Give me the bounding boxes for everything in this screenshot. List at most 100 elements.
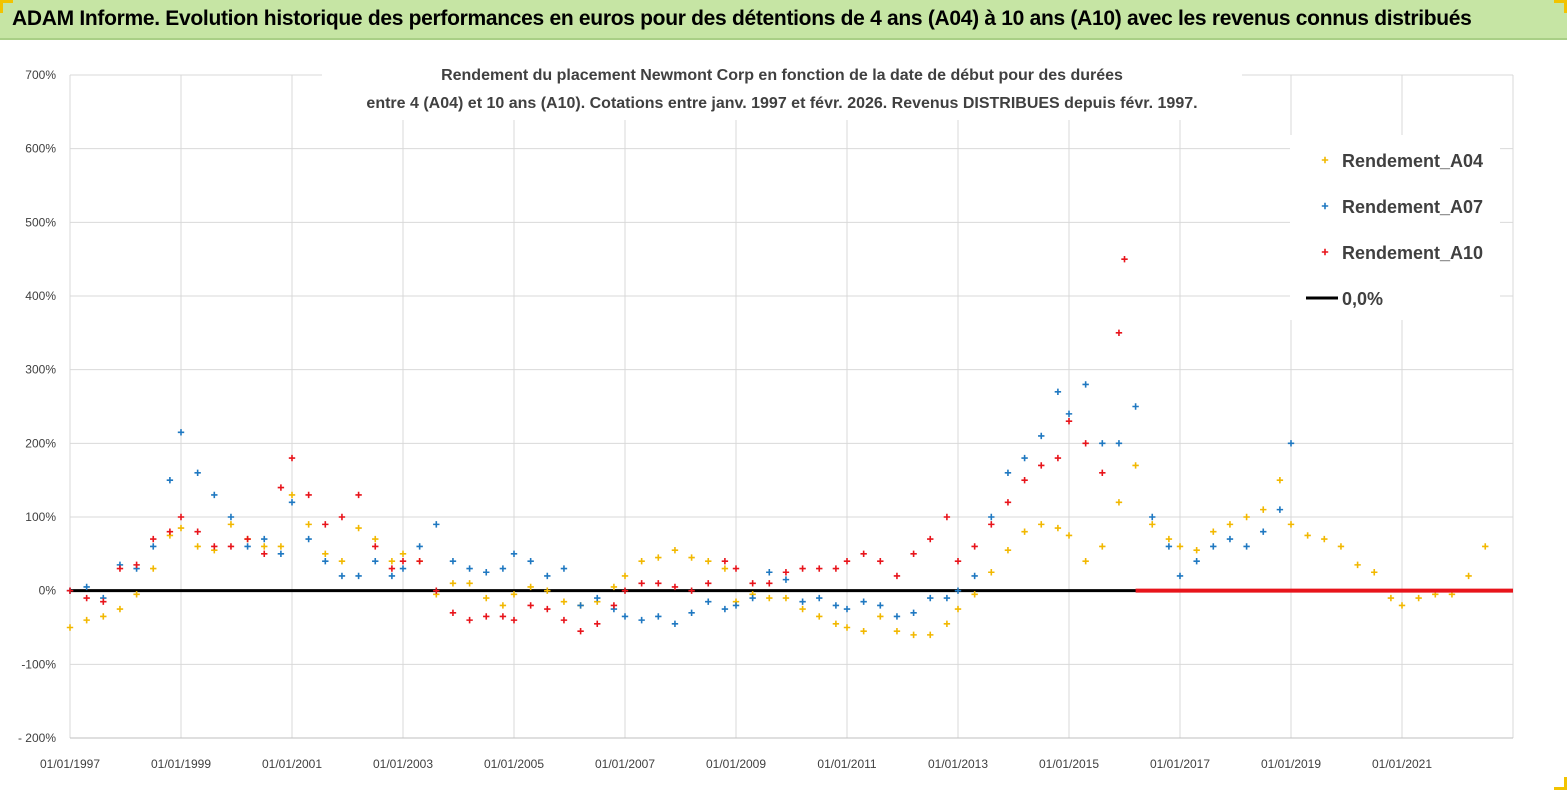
- rendement-a10-point: [499, 613, 507, 620]
- rendement-a07-point: [971, 572, 978, 580]
- rendement-a10-point: [116, 565, 124, 572]
- rendement-a10-point: [560, 616, 568, 624]
- rendement-a04-point: [322, 550, 329, 558]
- rendement-a04-point: [688, 554, 695, 561]
- rendement-a04-point: [1082, 558, 1089, 565]
- rendement-a10-point: [988, 521, 995, 528]
- rendement-a04-point: [954, 605, 962, 613]
- rendement-a04-point: [1165, 535, 1173, 543]
- rendement-a04-point: [816, 613, 823, 620]
- rendement-a07-point: [943, 594, 951, 602]
- rendement-a10-point: [449, 609, 457, 616]
- rendement-a07-point: [705, 598, 712, 605]
- rendement-a07-point: [244, 543, 251, 550]
- rendement-a07-point: [910, 609, 917, 616]
- rendement-a07-point: [166, 476, 174, 484]
- rendement-a07-point: [1276, 506, 1284, 513]
- x-tick-label: 01/01/2003: [373, 757, 433, 771]
- rendement-a10-point: [638, 580, 645, 587]
- rendement-a07-point: [799, 598, 806, 605]
- legend-marker: [1321, 156, 1329, 164]
- rendement-a07-point: [83, 583, 90, 591]
- rendement-a10-point: [133, 561, 140, 569]
- legend: Rendement_A04 Rendement_A07 Rendement_A10 0…: [1290, 135, 1500, 320]
- rendement-a04-point: [860, 627, 867, 635]
- rendement-a04-point: [83, 616, 90, 624]
- chart-title-line2: entre 4 (A04) et 10 ans (A10). Cotations…: [366, 95, 1197, 112]
- rendement-a10-point: [766, 580, 773, 587]
- rendement-a04-point: [1021, 528, 1028, 535]
- rendement-a10-point: [721, 558, 729, 565]
- rendement-a04-point: [1099, 543, 1106, 550]
- rendement-a07-point: [816, 594, 823, 602]
- rendement-a04-point: [510, 591, 518, 598]
- rendement-a10-point: [150, 535, 157, 543]
- y-tick-label: 600%: [25, 142, 56, 156]
- rendement-a04-point: [288, 491, 296, 499]
- rendement-a10-point: [671, 583, 679, 591]
- x-tick-label: 01/01/2013: [928, 757, 988, 771]
- rendement-a10-point: [211, 543, 218, 550]
- banner-title: ADAM Informe. Evolution historique des p…: [12, 7, 1472, 30]
- y-axis-ticks: - 200% -100% 0% 100% 200% 300% 400% 500% 600% 700…: [18, 68, 56, 745]
- rendement-a04-point: [499, 602, 507, 609]
- rendement-a04-point: [355, 524, 362, 532]
- rendement-a10-point: [322, 521, 329, 528]
- rendement-a04-point: [194, 543, 201, 550]
- legend-label: Rendement_A10: [1342, 243, 1483, 263]
- rendement-a04-point: [544, 587, 551, 594]
- rendement-a10-point: [83, 594, 90, 602]
- rendement-a10-point: [416, 558, 423, 565]
- rendement-a10-point: [1054, 454, 1062, 462]
- rendement-a10-point: [910, 550, 917, 558]
- legend-background: [1290, 135, 1500, 320]
- corner-marker-top-right: [1554, 0, 1567, 13]
- rendement-a04-point: [1398, 602, 1406, 609]
- rendement-a10-point: [893, 572, 901, 580]
- rendement-a04-point: [527, 583, 534, 591]
- rendement-a10-point: [510, 616, 518, 624]
- rendement-a10-point: [843, 558, 851, 565]
- corner-marker-top-left: [0, 0, 13, 13]
- rendement-a07-point: [638, 616, 645, 624]
- rendement-a10-point: [1021, 476, 1028, 484]
- rendement-a04-point: [782, 594, 790, 602]
- rendement-a10-point: [877, 558, 884, 565]
- y-tick-label: 700%: [25, 68, 56, 82]
- rendement-a07-point: [621, 613, 629, 620]
- rendement-a07-point: [560, 565, 568, 572]
- x-tick-label: 01/01/2015: [1039, 757, 1099, 771]
- x-tick-label: 01/01/2009: [706, 757, 766, 771]
- rendement-a07-point: [594, 594, 601, 602]
- rendement-a04-point: [305, 521, 312, 528]
- rendement-a10-point: [399, 558, 407, 565]
- rendement-a07-point: [416, 543, 423, 550]
- rendement-a04-point: [1465, 572, 1472, 580]
- rendement-a10-point: [943, 513, 951, 521]
- rendement-a10-point: [544, 605, 551, 613]
- rendement-a10-point: [954, 558, 962, 565]
- rendement-a07-point: [766, 569, 773, 576]
- rendement-a10-point: [782, 569, 790, 576]
- rendement-a04-point: [133, 591, 140, 598]
- rendement-a04-point: [832, 620, 840, 628]
- x-tick-label: 01/01/1997: [40, 757, 100, 771]
- rendement-a07-point: [782, 576, 790, 583]
- rendement-a04-point: [1210, 528, 1217, 535]
- rendement-a04-point: [1004, 546, 1012, 554]
- y-tick-label: - 200%: [18, 731, 56, 745]
- y-tick-label: 100%: [25, 510, 56, 524]
- rendement-a07-point: [499, 565, 507, 572]
- rendement-a04-point: [927, 631, 934, 639]
- rendement-a10-point: [433, 587, 440, 594]
- rendement-a04-point: [338, 558, 346, 565]
- x-tick-label: 01/01/2017: [1150, 757, 1210, 771]
- rendement-a04-point: [388, 558, 396, 565]
- rendement-a04-point: [399, 550, 407, 558]
- rendement-a04-point: [971, 591, 978, 598]
- rendement-a10-point: [338, 513, 346, 521]
- rendement-a10-point: [355, 491, 362, 499]
- rendement-a04-point: [610, 583, 618, 591]
- rendement-a07-point: [261, 535, 268, 543]
